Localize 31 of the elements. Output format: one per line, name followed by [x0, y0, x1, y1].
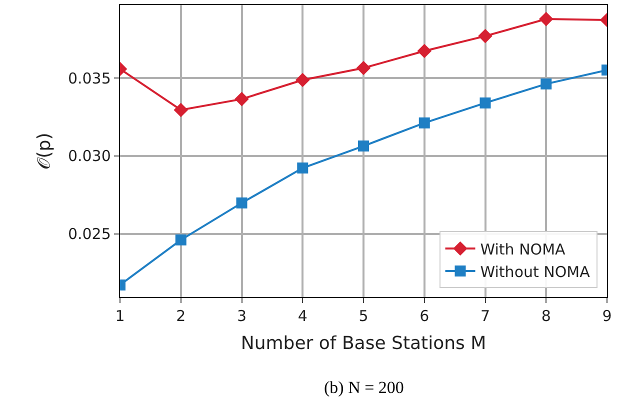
- point: [295, 72, 310, 88]
- x-tick-label: 8: [541, 307, 551, 326]
- point: [236, 197, 248, 208]
- point: [297, 162, 308, 174]
- y-tick-label: 0.030: [68, 147, 111, 166]
- point: [540, 78, 552, 90]
- x-tick-label: 9: [602, 307, 612, 326]
- point: [478, 28, 492, 44]
- x-tick-label: 4: [298, 307, 308, 326]
- point: [480, 97, 491, 108]
- x-tick-label: 3: [236, 307, 247, 326]
- point: [538, 12, 554, 26]
- x-tick-label: 6: [420, 307, 430, 326]
- legend-label: Without NOMA: [480, 262, 591, 281]
- point: [356, 60, 371, 76]
- point: [234, 92, 249, 106]
- point: [358, 140, 369, 152]
- x-tick-label: 1: [115, 307, 125, 326]
- point: [417, 44, 432, 58]
- y-axis-title: 𝒪(p): [34, 132, 56, 170]
- legend-label: With NOMA: [480, 240, 566, 258]
- x-tick-label: 7: [480, 307, 490, 326]
- point: [418, 117, 430, 128]
- point: [175, 234, 186, 246]
- y-tick-label: 0.035: [68, 69, 111, 88]
- x-axis-title: Number of Base Stations M: [240, 333, 486, 354]
- y-tick-label: 0.025: [68, 225, 111, 244]
- x-tick-label: 2: [176, 307, 186, 326]
- point: [174, 102, 188, 118]
- x-tick-label: 5: [358, 307, 368, 326]
- text: (b) N = 200: [324, 378, 404, 397]
